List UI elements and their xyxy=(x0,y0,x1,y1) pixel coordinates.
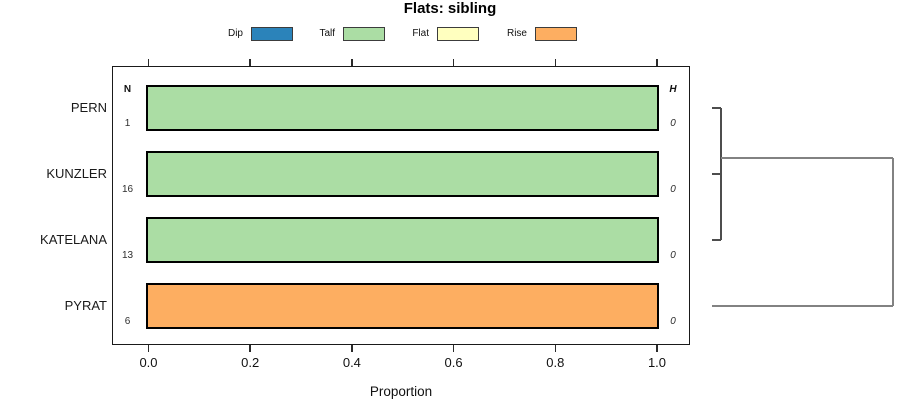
x-tick-label: 0.6 xyxy=(444,355,463,370)
n-value: 1 xyxy=(124,118,131,129)
dendrogram-line xyxy=(721,156,893,159)
legend-swatch xyxy=(437,27,479,41)
legend-swatch xyxy=(251,27,293,41)
dendrogram-line xyxy=(720,174,722,240)
n-column-header: N xyxy=(123,84,132,95)
bar-pyrat xyxy=(146,283,659,329)
h-value: 0 xyxy=(670,250,676,261)
h-value: 0 xyxy=(670,118,676,129)
h-column-header: H xyxy=(669,84,677,95)
legend-item-flat: Flat xyxy=(371,26,479,42)
x-tick-top xyxy=(554,59,557,66)
legend-label: Dip xyxy=(227,28,243,39)
plot-area-border xyxy=(112,66,690,345)
x-tick-bottom xyxy=(656,345,658,352)
n-value: 13 xyxy=(121,250,134,261)
dendrogram-line xyxy=(712,305,893,307)
legend-swatch xyxy=(535,27,577,41)
y-category-label: KATELANA xyxy=(40,232,107,247)
x-tick-label: 0.4 xyxy=(342,355,361,370)
legend-item-rise: Rise xyxy=(469,26,577,42)
bar-segment-rise xyxy=(148,285,657,327)
x-tick-bottom xyxy=(147,345,150,352)
bar-kunzler xyxy=(146,151,659,197)
x-tick-top xyxy=(452,59,455,66)
h-value: 0 xyxy=(670,316,676,327)
x-tick-top xyxy=(249,59,251,66)
h-value: 0 xyxy=(670,184,676,195)
n-value: 6 xyxy=(124,316,131,327)
x-tick-bottom xyxy=(351,345,353,352)
bar-katelana xyxy=(146,217,659,263)
bar-pern xyxy=(146,85,659,131)
x-tick-top xyxy=(656,59,658,66)
x-axis-title: Proportion xyxy=(369,384,433,399)
legend-label: Talf xyxy=(319,28,335,39)
dendrogram-line xyxy=(892,157,894,306)
x-tick-label: 0.0 xyxy=(139,355,158,370)
bar-segment-talf xyxy=(148,87,657,129)
legend-label: Rise xyxy=(506,28,527,39)
dendrogram-line xyxy=(712,173,722,175)
chart-title: Flats: sibling xyxy=(403,0,497,17)
dendrogram-line xyxy=(712,239,722,241)
x-tick-top xyxy=(147,59,150,66)
legend-item-talf: Talf xyxy=(277,26,385,42)
y-category-label: PYRAT xyxy=(64,298,107,313)
legend-swatch xyxy=(343,27,385,41)
bar-segment-talf xyxy=(148,153,657,195)
dendrogram-line xyxy=(712,107,722,109)
x-tick-label: 0.8 xyxy=(546,355,565,370)
bar-segment-talf xyxy=(148,219,657,261)
x-tick-bottom xyxy=(452,345,455,352)
x-tick-bottom xyxy=(554,345,557,352)
x-tick-bottom xyxy=(249,345,251,352)
x-tick-label: 1.0 xyxy=(647,355,667,370)
y-category-label: PERN xyxy=(70,100,107,115)
legend-item-dip: Dip xyxy=(185,26,293,42)
legend-label: Flat xyxy=(412,28,429,39)
x-tick-label: 0.2 xyxy=(241,355,260,370)
y-category-label: KUNZLER xyxy=(46,166,107,181)
n-value: 16 xyxy=(121,184,134,195)
x-tick-top xyxy=(351,59,353,66)
